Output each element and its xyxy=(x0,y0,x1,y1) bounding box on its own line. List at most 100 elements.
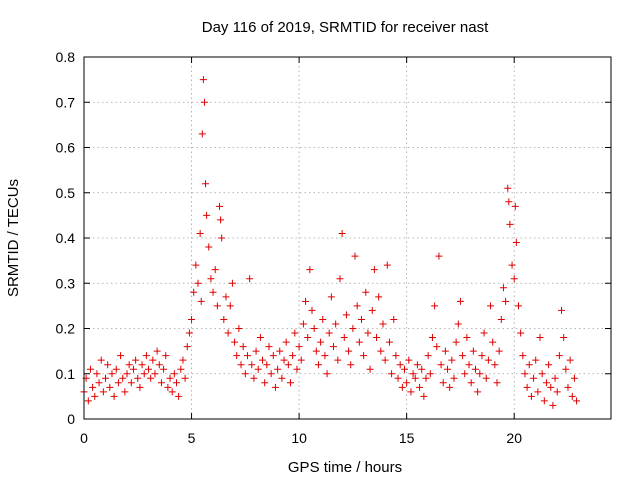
data-point xyxy=(104,361,112,369)
data-point xyxy=(250,374,258,382)
data-point xyxy=(129,365,137,373)
data-point xyxy=(456,297,464,305)
data-point xyxy=(459,352,467,360)
data-point xyxy=(355,338,363,346)
data-point xyxy=(241,370,249,378)
data-point xyxy=(271,383,279,391)
data-point xyxy=(265,343,273,351)
data-point xyxy=(452,338,460,346)
data-point xyxy=(291,329,299,337)
data-point xyxy=(314,361,322,369)
data-point xyxy=(461,370,469,378)
data-point xyxy=(224,329,232,337)
data-point xyxy=(308,306,316,314)
data-point xyxy=(517,329,525,337)
data-point xyxy=(364,329,372,337)
data-point xyxy=(418,365,426,373)
data-point xyxy=(450,374,458,382)
data-point xyxy=(566,356,574,364)
data-point xyxy=(351,252,359,260)
data-point xyxy=(489,338,497,346)
grid xyxy=(84,57,611,419)
data-point xyxy=(160,365,168,373)
data-point xyxy=(172,379,180,387)
data-point xyxy=(235,325,243,332)
data-point xyxy=(439,379,447,387)
data-point xyxy=(106,383,114,391)
data-point xyxy=(166,374,174,382)
data-point xyxy=(381,356,389,364)
data-point xyxy=(570,374,578,382)
data-point xyxy=(437,361,445,369)
data-point xyxy=(209,288,217,296)
data-point xyxy=(471,365,479,373)
data-point xyxy=(512,239,520,247)
data-point xyxy=(284,361,292,369)
data-point xyxy=(168,388,176,396)
y-tick-label: 0 xyxy=(67,411,75,427)
data-point xyxy=(340,334,348,342)
x-tick-label: 5 xyxy=(188,430,196,446)
data-point xyxy=(474,388,482,396)
y-tick-label: 0.6 xyxy=(56,140,76,156)
data-point xyxy=(403,379,411,387)
data-point xyxy=(345,347,353,355)
data-point xyxy=(480,329,488,337)
data-point xyxy=(306,266,314,274)
data-point xyxy=(390,315,398,323)
data-point xyxy=(499,284,507,292)
data-point xyxy=(444,365,452,373)
data-point xyxy=(465,361,473,369)
data-point xyxy=(411,374,419,382)
data-point xyxy=(217,216,225,224)
data-point xyxy=(254,365,262,373)
data-point xyxy=(207,275,215,283)
data-point xyxy=(149,356,157,364)
data-point xyxy=(132,356,140,364)
y-tick-label: 0.1 xyxy=(56,366,76,382)
data-point xyxy=(534,388,542,396)
data-point xyxy=(327,293,335,301)
data-point xyxy=(467,379,475,387)
data-point xyxy=(383,261,391,269)
data-point xyxy=(145,365,153,373)
x-tick-label: 10 xyxy=(291,430,307,446)
data-point xyxy=(377,347,385,355)
data-point xyxy=(299,320,307,328)
data-point xyxy=(278,374,286,382)
x-tick-label: 0 xyxy=(80,430,88,446)
data-point xyxy=(334,356,342,364)
data-point xyxy=(379,320,387,328)
data-point xyxy=(469,347,477,355)
data-point xyxy=(530,374,538,382)
data-point xyxy=(435,252,443,260)
data-point xyxy=(282,338,290,346)
data-point xyxy=(431,302,439,310)
data-point xyxy=(190,288,198,296)
data-point xyxy=(521,370,529,378)
data-point xyxy=(175,392,183,400)
data-point xyxy=(302,297,310,305)
data-point xyxy=(205,243,213,251)
data-point xyxy=(183,343,191,351)
data-point xyxy=(568,392,576,400)
data-point xyxy=(194,279,202,287)
data-point xyxy=(310,325,318,332)
data-point xyxy=(231,338,239,346)
data-point xyxy=(515,302,523,310)
data-point xyxy=(413,361,421,369)
data-point xyxy=(211,266,219,274)
data-point xyxy=(532,356,540,364)
data-point xyxy=(99,388,107,396)
x-tick-label: 15 xyxy=(399,430,415,446)
data-point xyxy=(491,361,499,369)
data-point xyxy=(304,334,312,342)
data-point xyxy=(454,320,462,328)
y-axis-label: SRMTID / TECUs xyxy=(5,179,22,297)
data-point xyxy=(405,356,413,364)
data-point xyxy=(321,352,329,360)
data-point xyxy=(342,311,350,319)
data-point xyxy=(295,343,303,351)
data-point xyxy=(420,392,428,400)
